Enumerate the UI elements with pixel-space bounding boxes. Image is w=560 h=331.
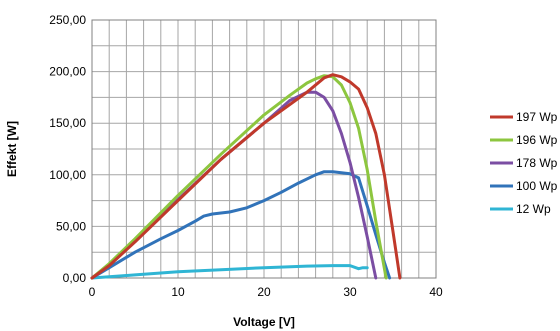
x-tick-label: 20 bbox=[257, 285, 271, 299]
x-axis-title: Voltage [V] bbox=[233, 315, 295, 329]
legend-label: 196 Wp bbox=[516, 133, 558, 147]
series-line bbox=[90, 264, 369, 280]
legend-label: 12 Wp bbox=[516, 202, 551, 216]
y-tick-label: 0,00 bbox=[63, 271, 87, 285]
series-line bbox=[90, 73, 402, 280]
legend: 197 Wp 196 Wp 178 Wp 100 Wp 12 Wp bbox=[490, 110, 558, 216]
x-tick-label: 0 bbox=[89, 285, 96, 299]
x-tick-label: 10 bbox=[171, 285, 185, 299]
y-tick-labels: 0,00 50,00 100,00 150,00 200,00 250,00 bbox=[49, 13, 86, 285]
legend-label: 178 Wp bbox=[516, 156, 558, 170]
series-line bbox=[90, 170, 392, 280]
x-tick-labels: 0 10 20 30 40 bbox=[89, 285, 443, 299]
series-line bbox=[90, 74, 388, 280]
legend-label: 100 Wp bbox=[516, 179, 558, 193]
y-tick-label: 250,00 bbox=[49, 13, 86, 27]
series-lines bbox=[90, 73, 402, 280]
y-axis-title: Effekt [W] bbox=[5, 121, 19, 177]
y-tick-label: 150,00 bbox=[49, 116, 86, 130]
plot-area-border bbox=[91, 19, 437, 279]
x-tick-label: 30 bbox=[343, 285, 357, 299]
x-tick-label: 40 bbox=[429, 285, 443, 299]
y-tick-label: 50,00 bbox=[56, 219, 86, 233]
legend-label: 197 Wp bbox=[516, 110, 558, 124]
y-tick-label: 100,00 bbox=[49, 168, 86, 182]
grid-lines bbox=[92, 20, 436, 278]
y-tick-label: 200,00 bbox=[49, 65, 86, 79]
